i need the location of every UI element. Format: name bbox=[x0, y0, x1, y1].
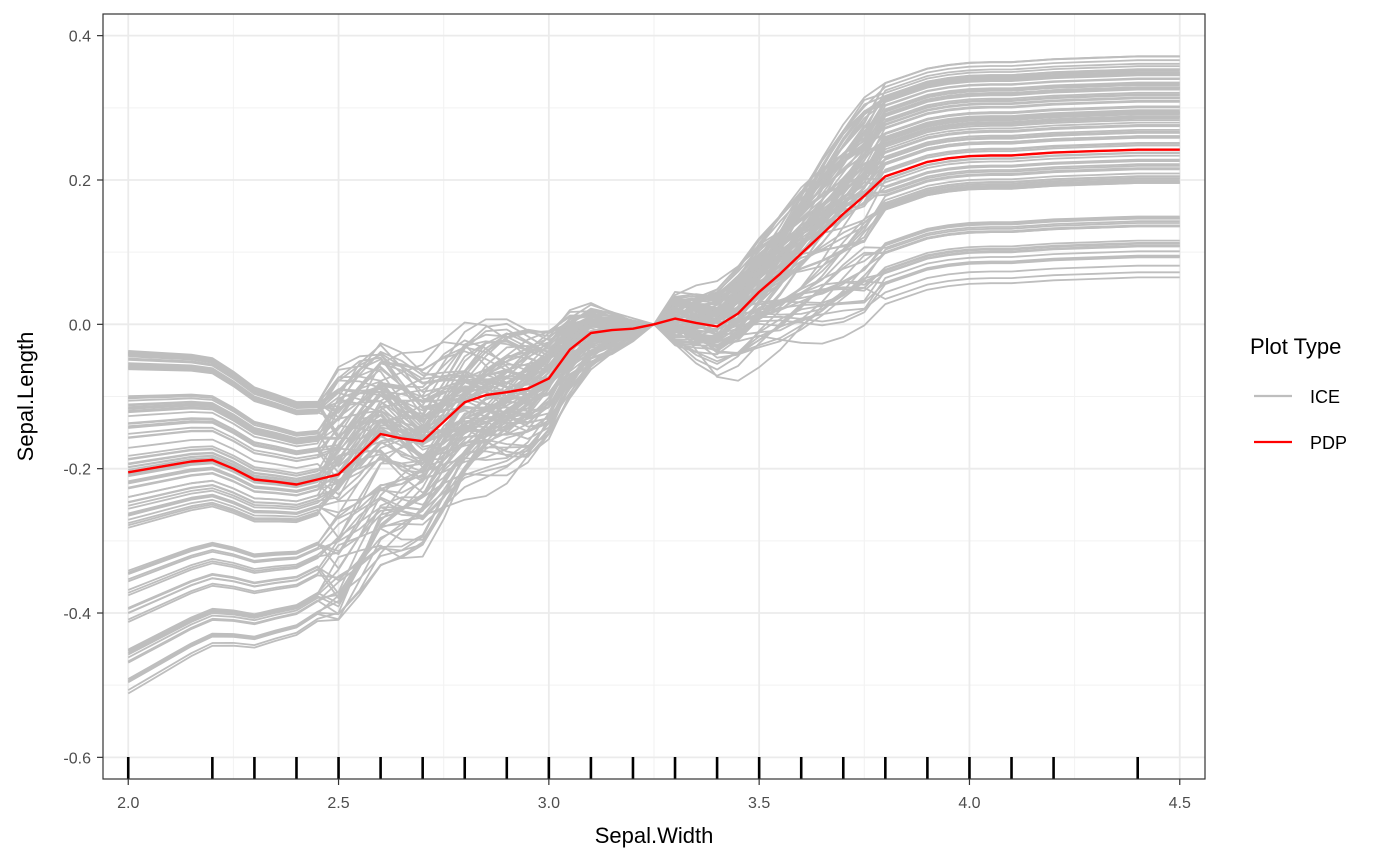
rug-marks bbox=[126, 757, 1140, 779]
legend-title: Plot Type bbox=[1250, 334, 1341, 359]
x-axis-title: Sepal.Width bbox=[595, 823, 714, 848]
legend-label-pdp: PDP bbox=[1310, 433, 1347, 453]
legend: Plot Type ICE PDP bbox=[1250, 334, 1347, 453]
y-tick-label: -0.6 bbox=[63, 750, 91, 767]
panel-border bbox=[102, 13, 1206, 780]
x-tick-label: 2.0 bbox=[117, 795, 139, 812]
x-tick-label: 3.0 bbox=[538, 795, 560, 812]
y-tick-label: 0.4 bbox=[69, 29, 91, 46]
y-tick-label: -0.2 bbox=[63, 462, 91, 479]
y-tick-label: 0.2 bbox=[69, 173, 91, 190]
y-tick-label: -0.4 bbox=[63, 606, 91, 623]
x-tick-label: 4.5 bbox=[1169, 795, 1191, 812]
y-axis-title: Sepal.Length bbox=[13, 332, 38, 462]
x-tick-label: 2.5 bbox=[327, 795, 349, 812]
pdp-curve bbox=[127, 148, 1180, 486]
x-tick-label: 4.0 bbox=[958, 795, 980, 812]
x-tick-label: 3.5 bbox=[748, 795, 770, 812]
pdp-line bbox=[127, 148, 1180, 486]
x-axis-ticks: 2.0 2.5 3.0 3.5 4.0 4.5 bbox=[117, 779, 1191, 812]
y-tick-label: 0.0 bbox=[69, 317, 91, 334]
legend-label-ice: ICE bbox=[1310, 387, 1340, 407]
y-axis-ticks: -0.6 -0.4 -0.2 0.0 0.2 0.4 bbox=[63, 29, 103, 767]
